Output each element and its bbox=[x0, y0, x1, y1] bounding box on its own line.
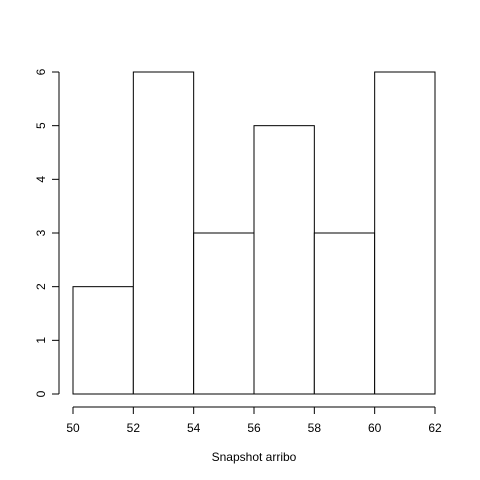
y-axis: 0 1 2 3 4 5 6 bbox=[34, 68, 60, 397]
x-tick-label: 62 bbox=[428, 421, 442, 435]
x-axis: 50 52 54 56 58 60 62 bbox=[66, 406, 442, 435]
histogram-bar-52-54 bbox=[132, 71, 195, 395]
histogram-bar-50-52 bbox=[72, 286, 134, 395]
y-tick-label: 5 bbox=[34, 122, 48, 129]
y-tick-label: 1 bbox=[34, 337, 48, 344]
x-axis-title: Snapshot arribo bbox=[212, 450, 297, 464]
x-tick-label: 54 bbox=[187, 421, 201, 435]
y-tick-label: 4 bbox=[34, 176, 48, 183]
y-tick-label: 3 bbox=[34, 229, 48, 236]
y-tick-label: 2 bbox=[34, 283, 48, 290]
histogram-bar-58-60 bbox=[313, 232, 376, 395]
y-tick-label: 6 bbox=[34, 68, 48, 75]
y-tick-label: 0 bbox=[34, 390, 48, 397]
histogram-bar-60-62 bbox=[374, 71, 436, 395]
bars-group bbox=[72, 71, 436, 395]
x-tick-label: 50 bbox=[66, 421, 80, 435]
x-tick-label: 56 bbox=[247, 421, 261, 435]
histogram-bar-56-58 bbox=[253, 125, 315, 395]
x-tick-label: 52 bbox=[127, 421, 141, 435]
x-tick-label: 58 bbox=[308, 421, 322, 435]
histogram-bar-54-56 bbox=[193, 232, 255, 395]
x-tick-label: 60 bbox=[368, 421, 382, 435]
